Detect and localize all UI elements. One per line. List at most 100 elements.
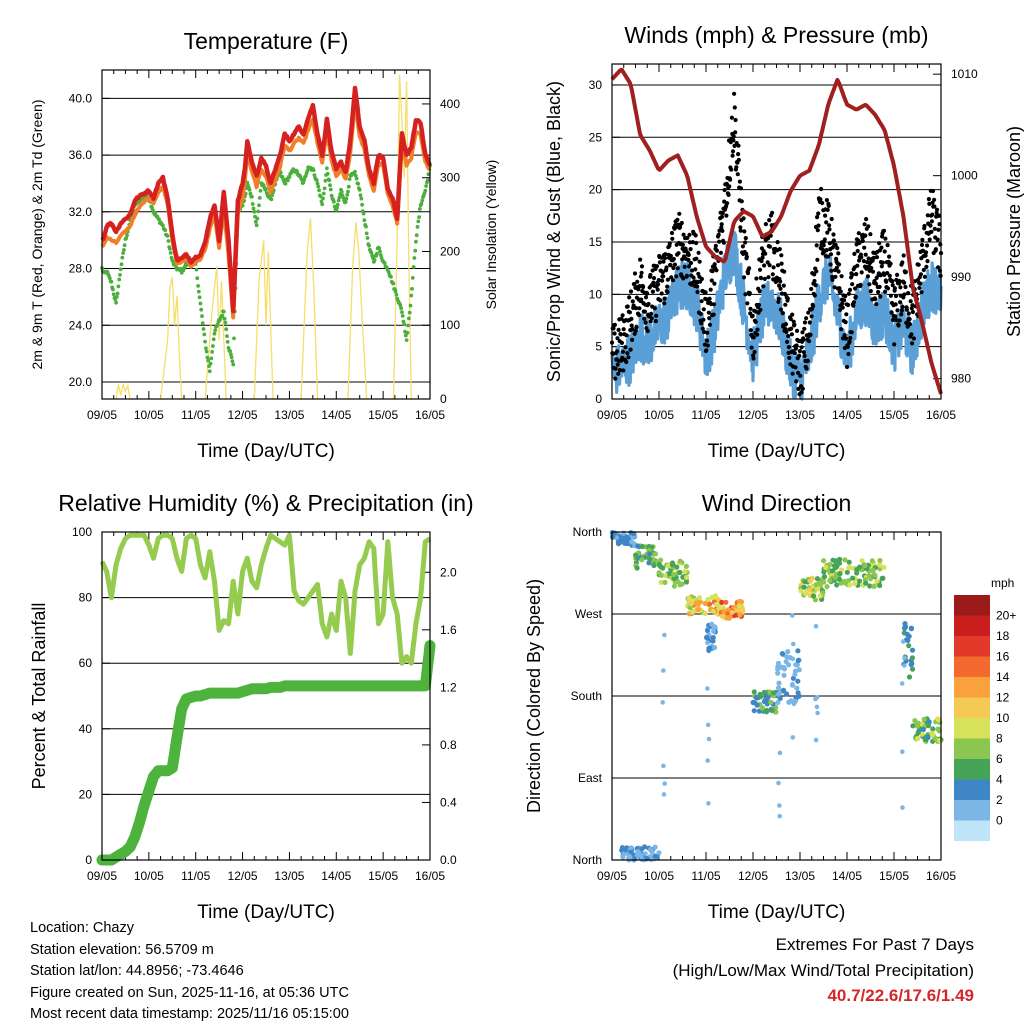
gust-point xyxy=(675,217,680,222)
gust-point xyxy=(885,286,891,291)
dewpoint-point xyxy=(321,196,325,201)
dewpoint-point xyxy=(120,255,125,260)
gust-point xyxy=(893,314,898,319)
gust-point xyxy=(629,316,634,321)
gust-point xyxy=(809,286,814,292)
gust-point xyxy=(708,287,713,292)
gust-point xyxy=(634,306,639,311)
y-tick-label: 15 xyxy=(589,235,603,249)
legend-label: 2 xyxy=(996,793,1003,807)
gust-point xyxy=(763,222,769,227)
direction-point xyxy=(777,690,782,696)
gust-point xyxy=(874,255,880,260)
dewpoint-point xyxy=(391,281,396,286)
direction-point xyxy=(629,539,635,545)
direction-point xyxy=(867,583,873,589)
gust-point xyxy=(824,248,829,253)
gust-point xyxy=(840,305,845,310)
gust-point xyxy=(924,264,929,269)
gust-point xyxy=(661,274,666,279)
gust-point xyxy=(923,253,928,258)
humidity-precip-panel: Relative Humidity (%) & Precipitation (i… xyxy=(29,490,474,923)
direction-point xyxy=(729,609,735,615)
gust-point xyxy=(825,254,831,259)
gust-point xyxy=(840,336,846,341)
direction-point xyxy=(846,565,852,571)
gust-point xyxy=(899,312,904,317)
dewpoint-point xyxy=(224,327,229,332)
gust-point xyxy=(616,327,621,332)
direction-point xyxy=(652,844,658,850)
direction-point xyxy=(623,847,629,853)
gust-point xyxy=(790,371,795,376)
direction-point xyxy=(702,610,708,617)
panel-title: Temperature (F) xyxy=(184,28,349,54)
gust-point xyxy=(793,365,798,370)
direction-point xyxy=(738,599,745,605)
gust-point xyxy=(629,323,634,328)
gust-point xyxy=(930,188,936,194)
dewpoint-point xyxy=(161,223,165,228)
gust-point xyxy=(670,278,676,283)
direction-point xyxy=(863,580,869,586)
direction-point xyxy=(763,697,769,703)
gust-point xyxy=(749,345,754,350)
gust-point xyxy=(626,355,631,360)
gust-point xyxy=(804,366,809,371)
plot-border xyxy=(101,69,431,400)
x-tick-label: 16/05 xyxy=(415,408,445,422)
gust-point xyxy=(783,322,789,327)
humidity-line xyxy=(99,532,432,666)
gust-point xyxy=(815,257,820,262)
gust-point xyxy=(852,251,857,256)
gust-point xyxy=(645,291,650,296)
gust-point xyxy=(621,327,626,332)
gust-point xyxy=(910,303,915,308)
gust-point xyxy=(672,262,678,267)
direction-point xyxy=(929,732,936,738)
direction-point xyxy=(757,691,763,698)
gust-point xyxy=(792,322,797,327)
direction-point xyxy=(814,576,821,582)
direction-point xyxy=(661,763,666,769)
direction-point xyxy=(803,590,809,597)
direction-point xyxy=(705,640,710,646)
gust-point xyxy=(871,255,876,260)
direction-point xyxy=(687,605,693,611)
dewpoint-point xyxy=(197,295,202,300)
gust-point xyxy=(778,279,783,284)
gust-point xyxy=(681,276,686,281)
direction-point xyxy=(677,569,683,576)
gust-point xyxy=(741,275,747,280)
gust-point xyxy=(906,291,911,296)
y2-tick-label: 0.4 xyxy=(440,795,457,809)
y2-tick-label: 1000 xyxy=(951,169,978,183)
dewpoint-point xyxy=(317,188,321,193)
legend-label: 20+ xyxy=(996,609,1016,623)
gust-point xyxy=(783,302,788,307)
gust-point xyxy=(799,390,804,395)
dewpoint-point xyxy=(353,169,357,174)
direction-point xyxy=(684,574,690,580)
gust-point xyxy=(685,235,690,240)
dewpoint-point xyxy=(287,175,292,180)
dewpoint-point xyxy=(124,236,129,241)
temp-2m-line xyxy=(100,85,432,314)
gust-point xyxy=(620,349,626,354)
direction-point xyxy=(900,639,906,644)
gust-point xyxy=(932,226,937,231)
direction-point xyxy=(790,681,795,687)
direction-point xyxy=(710,608,717,614)
dewpoint-point xyxy=(111,287,115,292)
direction-point xyxy=(879,575,885,582)
gust-point xyxy=(702,329,707,335)
direction-point xyxy=(935,726,941,732)
gust-point xyxy=(874,302,879,307)
direction-point xyxy=(659,572,665,578)
dewpoint-point xyxy=(250,202,255,206)
dewpoint-point xyxy=(410,276,415,280)
direction-point xyxy=(660,700,665,705)
direction-point xyxy=(759,705,765,711)
insolation-line xyxy=(204,266,227,400)
y-tick-label: 5 xyxy=(595,340,602,354)
